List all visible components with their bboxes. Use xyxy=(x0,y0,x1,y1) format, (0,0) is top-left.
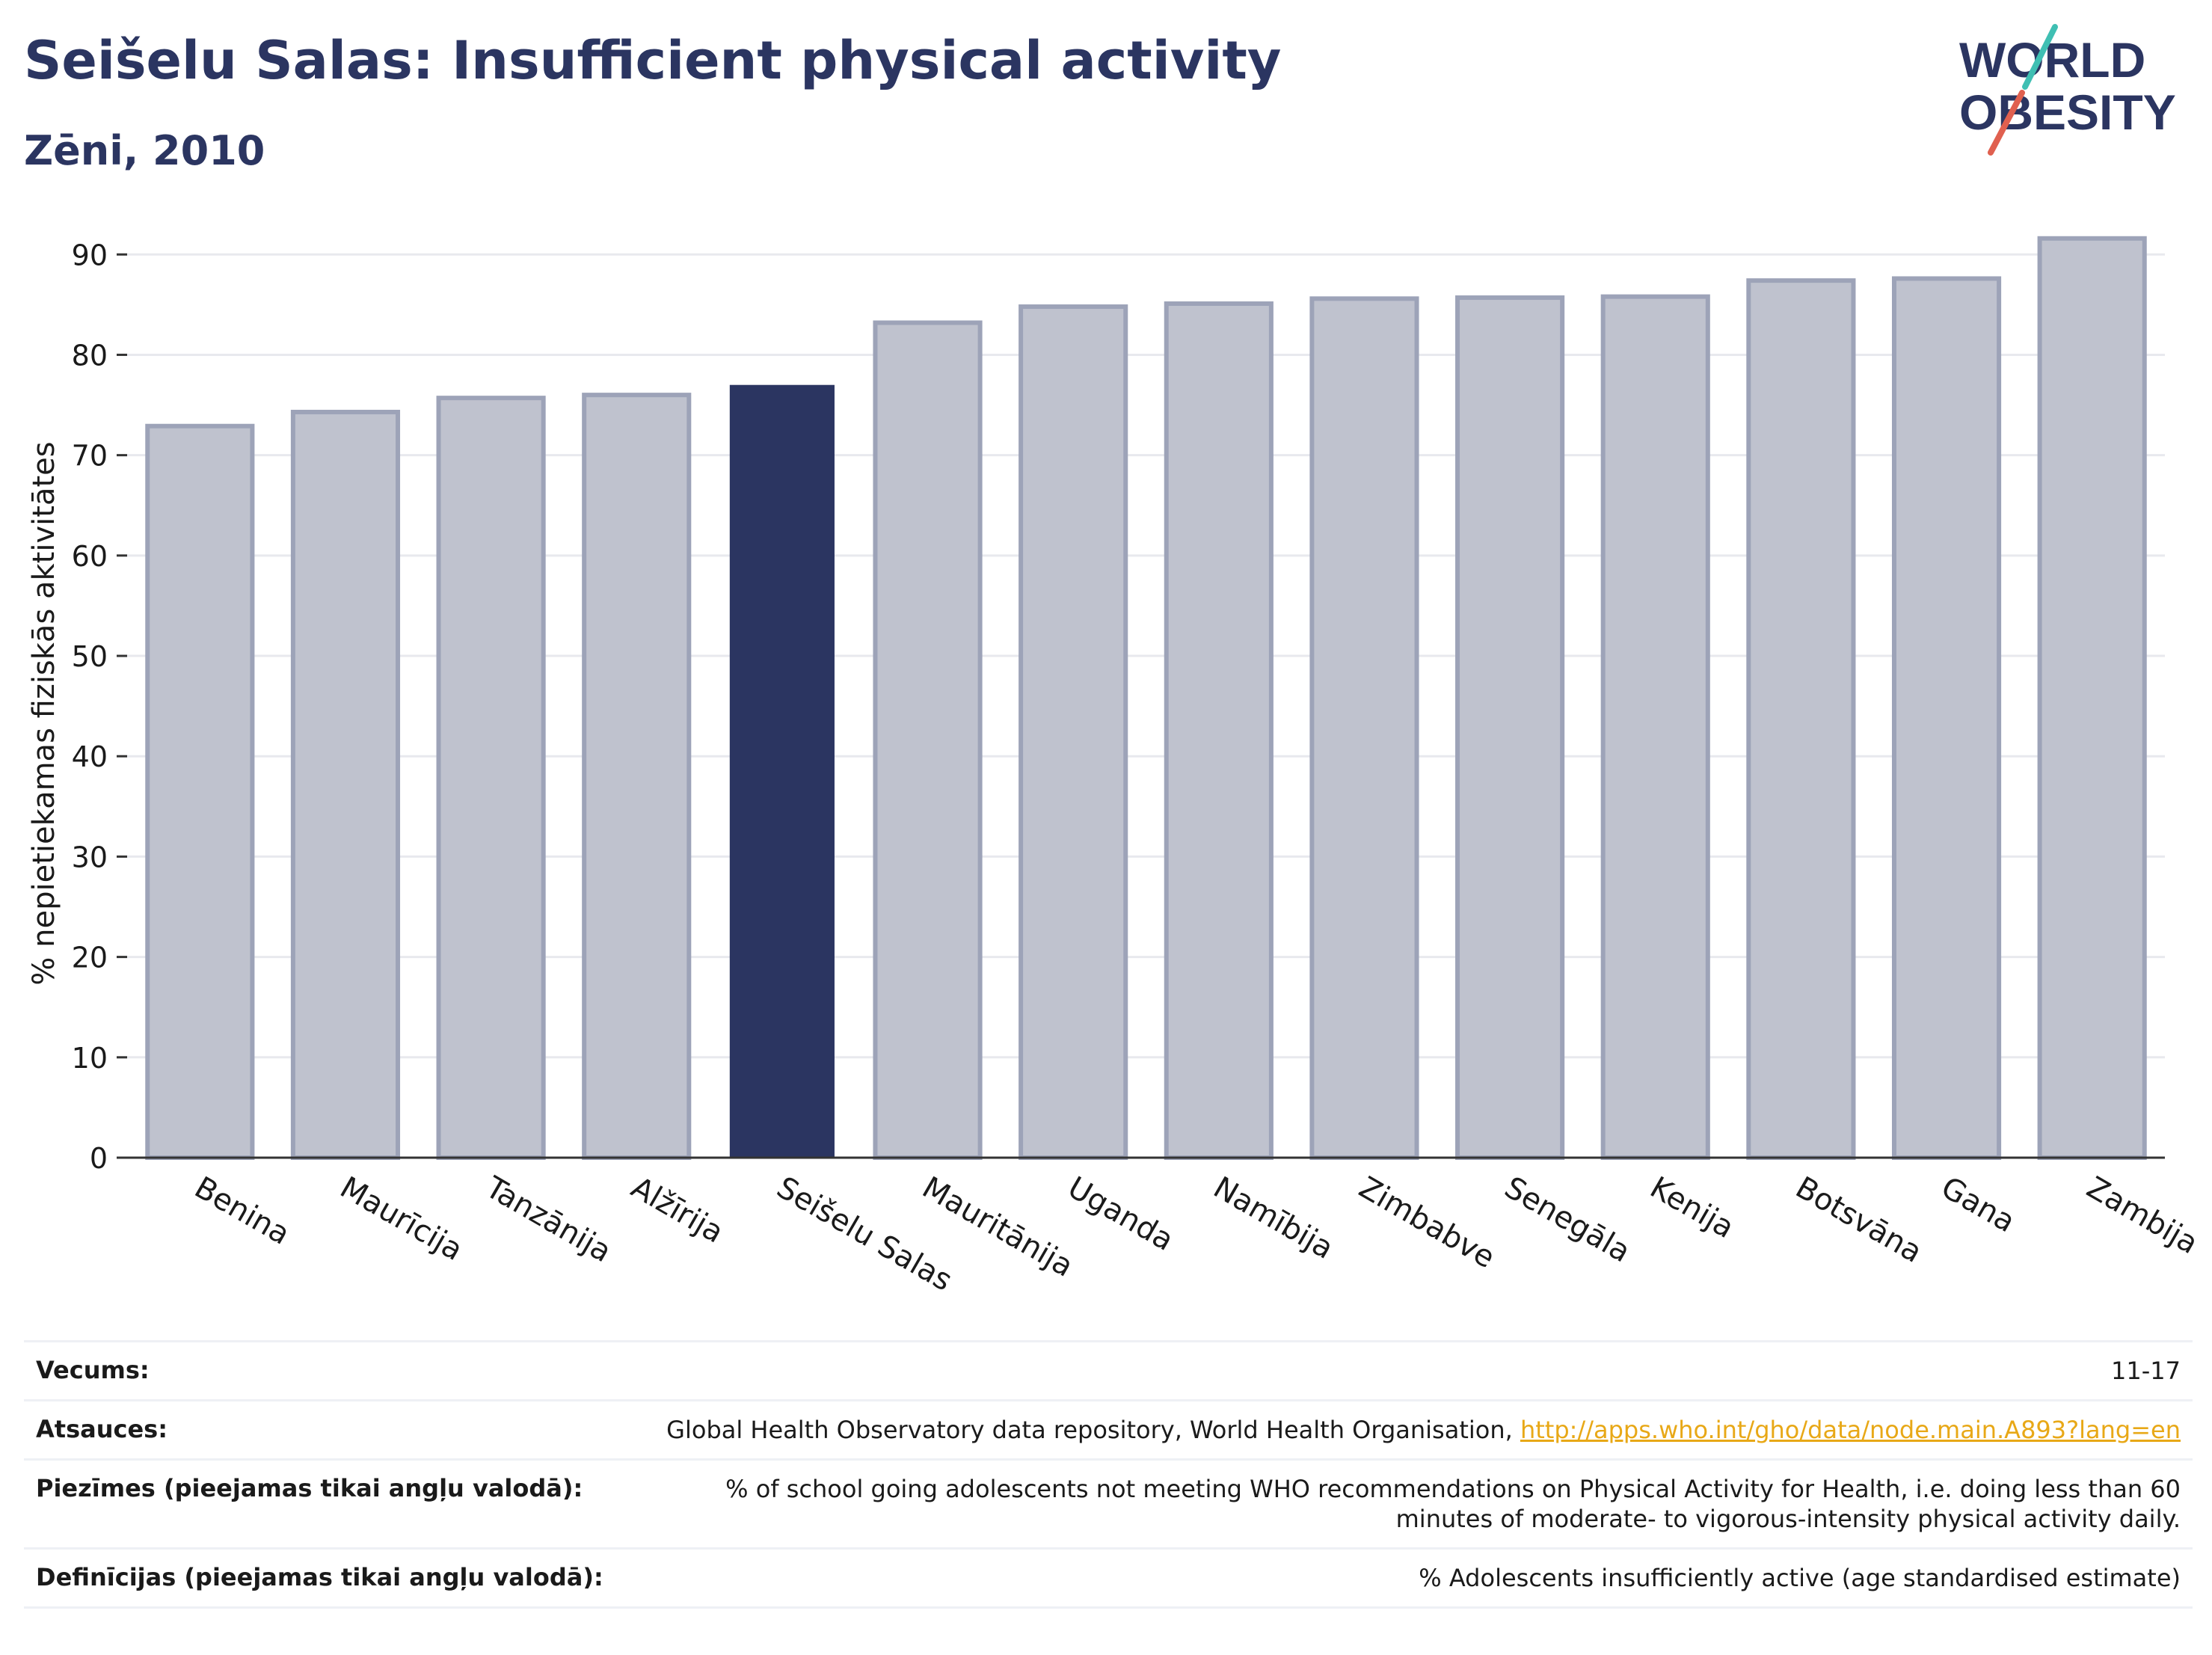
x-tick-label: Namībija xyxy=(1208,1170,1339,1266)
bar-maurīcija xyxy=(290,409,401,1160)
meta-value-sources: Global Health Observatory data repositor… xyxy=(212,1415,2181,1445)
bar-benina xyxy=(145,423,255,1160)
bar-alžīrija xyxy=(582,393,692,1160)
meta-row-age: Vecums: 11-17 xyxy=(24,1340,2193,1399)
bar-kenija xyxy=(1600,294,1710,1160)
bar-zimbabve xyxy=(1309,296,1419,1160)
x-tick-label: Maurīcija xyxy=(334,1170,468,1268)
bar-chart: 0 10 20 30 40 50 60 70 80 90 Benina Maurīcija Tanzān… xyxy=(27,236,2204,1298)
logo-text-obesity: OBESITY xyxy=(1959,85,2176,140)
bar-tanzānija xyxy=(436,396,546,1160)
meta-label-notes: Piezīmes (pieejamas tikai angļu valodā): xyxy=(36,1474,583,1502)
meta-value-age: 11-17 xyxy=(2111,1357,2181,1385)
logo-text-world: WORLD xyxy=(1959,32,2145,87)
y-tick-label: 10 xyxy=(72,1042,108,1075)
bar-mauritānija xyxy=(873,320,983,1161)
bar-uganda xyxy=(1019,304,1128,1160)
x-tick-label: Uganda xyxy=(1062,1170,1179,1258)
bar-zambija xyxy=(2037,236,2147,1160)
bar-namībija xyxy=(1164,301,1274,1160)
bar-gana xyxy=(1891,276,2002,1161)
y-tick-label: 60 xyxy=(72,540,108,573)
x-tick-label: Kenija xyxy=(1644,1170,1740,1245)
y-tick-label: 80 xyxy=(72,339,108,372)
x-tick-label: Benina xyxy=(188,1170,295,1252)
source-link[interactable]: http://apps.who.int/gho/data/node.main.A… xyxy=(1520,1416,2181,1444)
y-tick-label: 70 xyxy=(72,440,108,473)
x-tick-label: Alžīrija xyxy=(625,1170,729,1250)
x-tick-label: Senegāla xyxy=(1499,1170,1636,1270)
bar-botsvāna xyxy=(1746,278,1856,1160)
y-axis-label: % nepietiekamas fiziskās aktivitātes xyxy=(27,441,61,985)
x-tick-label: Gana xyxy=(1935,1170,2021,1240)
y-tick-label: 90 xyxy=(72,239,108,271)
x-tick-label: Zimbabve xyxy=(1353,1170,1500,1275)
logo-slash-red xyxy=(1988,90,2025,156)
meta-row-sources: Atsauces: Global Health Observatory data… xyxy=(24,1399,2193,1458)
logo-slash-teal xyxy=(2022,24,2058,90)
x-tick-label: Tanzānija xyxy=(479,1170,617,1269)
bar-seišelu-salas xyxy=(729,384,835,1158)
bar-senegāla xyxy=(1455,295,1565,1160)
meta-row-notes: Piezīmes (pieejamas tikai angļu valodā):… xyxy=(24,1458,2193,1547)
meta-row-definitions: Definīcijas (pieejamas tikai angļu valod… xyxy=(24,1547,2193,1609)
y-tick-label: 20 xyxy=(72,942,108,974)
x-tick-label: Botsvāna xyxy=(1789,1170,1928,1270)
y-tick-label: 30 xyxy=(72,841,108,873)
world-obesity-logo: WORLD OBESITY xyxy=(1959,24,2176,156)
x-tick-label: Zambija xyxy=(2081,1170,2204,1261)
meta-value-definitions: % Adolescents insufficiently active (age… xyxy=(1419,1564,2181,1592)
meta-label-sources: Atsauces: xyxy=(36,1415,168,1443)
chart-subtitle: Zēni, 2010 xyxy=(24,127,265,174)
metadata-table: Vecums: 11-17 Atsauces: Global Health Ob… xyxy=(24,1340,2193,1609)
meta-value-notes: % of school going adolescents not meetin… xyxy=(725,1475,2181,1533)
y-tick-label: 50 xyxy=(72,640,108,673)
meta-label-definitions: Definīcijas (pieejamas tikai angļu valod… xyxy=(36,1563,603,1591)
y-tick-label: 40 xyxy=(72,740,108,773)
y-tick-label: 0 xyxy=(90,1142,108,1175)
meta-label-age: Vecums: xyxy=(36,1356,150,1384)
chart-title: Seišelu Salas: Insufficient physical act… xyxy=(24,30,1282,91)
sources-text: Global Health Observatory data repositor… xyxy=(666,1416,1520,1444)
